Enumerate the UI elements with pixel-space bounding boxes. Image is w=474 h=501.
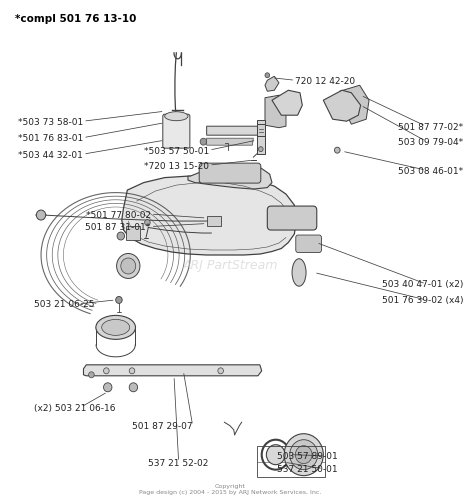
Polygon shape [265, 96, 286, 128]
Circle shape [265, 74, 270, 79]
Text: *503 44 32-01: *503 44 32-01 [18, 150, 83, 159]
Circle shape [129, 383, 137, 392]
Text: 501 87 29-07: 501 87 29-07 [132, 421, 192, 430]
Text: 503 40 47-01 (x2): 503 40 47-01 (x2) [382, 280, 463, 289]
Polygon shape [272, 91, 302, 116]
Polygon shape [265, 77, 279, 92]
Text: 501 87 31-01*: 501 87 31-01* [85, 222, 151, 231]
Text: (x2) 503 21 06-16: (x2) 503 21 06-16 [34, 403, 116, 412]
Text: *501 76 83-01: *501 76 83-01 [18, 134, 83, 143]
Ellipse shape [96, 316, 136, 340]
Polygon shape [207, 139, 253, 146]
Text: 537 21 52-02: 537 21 52-02 [148, 458, 209, 467]
Text: ARJ PartStream: ARJ PartStream [182, 259, 278, 272]
Circle shape [266, 445, 285, 465]
Circle shape [290, 440, 318, 470]
Polygon shape [127, 226, 140, 240]
Text: *compl 501 76 13-10: *compl 501 76 13-10 [15, 14, 137, 24]
Circle shape [117, 232, 125, 240]
Circle shape [284, 434, 323, 475]
Text: 503 09 79-04*: 503 09 79-04* [398, 137, 463, 146]
Circle shape [218, 368, 223, 374]
FancyBboxPatch shape [296, 235, 321, 253]
Circle shape [295, 446, 312, 464]
Circle shape [145, 220, 150, 226]
Text: 720 12 42-20: 720 12 42-20 [295, 77, 356, 86]
Ellipse shape [292, 259, 306, 287]
Polygon shape [323, 91, 361, 122]
Polygon shape [188, 165, 272, 190]
Circle shape [335, 148, 340, 154]
Polygon shape [83, 365, 262, 376]
FancyBboxPatch shape [163, 115, 190, 149]
Bar [257, 446, 325, 477]
Text: Copyright
Page design (c) 2004 - 2015 by ARJ Network Services, Inc.: Copyright Page design (c) 2004 - 2015 by… [139, 483, 321, 493]
Circle shape [117, 254, 140, 279]
Text: 503 21 06-25: 503 21 06-25 [34, 300, 94, 309]
Circle shape [103, 368, 109, 374]
Ellipse shape [102, 320, 130, 336]
Text: 503 57 89-01: 503 57 89-01 [277, 451, 337, 460]
Circle shape [258, 147, 263, 152]
FancyBboxPatch shape [199, 164, 261, 184]
Polygon shape [257, 125, 265, 137]
Text: 501 87 77-02*: 501 87 77-02* [398, 122, 463, 131]
Text: 503 08 46-01*: 503 08 46-01* [398, 166, 463, 175]
Circle shape [129, 368, 135, 374]
Polygon shape [207, 216, 221, 226]
Polygon shape [207, 127, 260, 136]
Circle shape [200, 139, 207, 146]
Circle shape [121, 259, 136, 275]
Circle shape [89, 372, 94, 378]
Ellipse shape [164, 113, 188, 121]
Text: *501 77 80-02: *501 77 80-02 [85, 210, 151, 219]
FancyBboxPatch shape [267, 206, 317, 230]
Polygon shape [257, 121, 265, 154]
Polygon shape [340, 86, 369, 125]
Text: *503 73 58-01: *503 73 58-01 [18, 117, 83, 126]
Text: 537 21 50-01: 537 21 50-01 [277, 464, 337, 473]
Circle shape [36, 210, 46, 220]
Text: *503 57 50-01: *503 57 50-01 [144, 146, 209, 155]
Text: 501 76 39-02 (x4): 501 76 39-02 (x4) [382, 296, 463, 305]
Polygon shape [122, 177, 296, 256]
Circle shape [116, 297, 122, 304]
Text: *720 13 15-20: *720 13 15-20 [144, 161, 209, 170]
Circle shape [103, 383, 112, 392]
